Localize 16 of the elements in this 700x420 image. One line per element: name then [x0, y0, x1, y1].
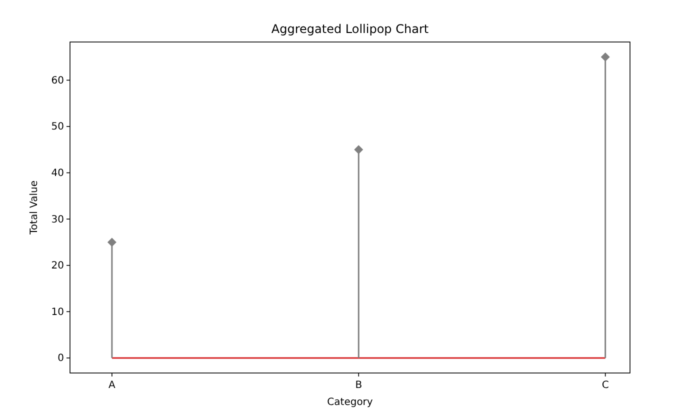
- x-axis-title: Category: [327, 397, 373, 408]
- x-tick-label: C: [602, 380, 609, 391]
- y-tick-label: 60: [51, 75, 64, 86]
- y-tick-label: 40: [51, 168, 64, 179]
- point: [107, 238, 116, 247]
- y-tick-label: 10: [51, 306, 64, 318]
- y-tick-label: 30: [51, 214, 64, 226]
- point: [600, 52, 610, 62]
- y-tick-label: 50: [51, 122, 64, 133]
- chart-title: Aggregated Lollipop Chart: [271, 22, 429, 36]
- y-tick-label: 20: [51, 260, 64, 272]
- x-tick-label: A: [108, 380, 116, 391]
- point: [354, 145, 364, 154]
- x-tick-label: B: [355, 380, 362, 391]
- y-tick-label: 0: [58, 353, 64, 364]
- y-axis-title: Total Value: [29, 180, 40, 236]
